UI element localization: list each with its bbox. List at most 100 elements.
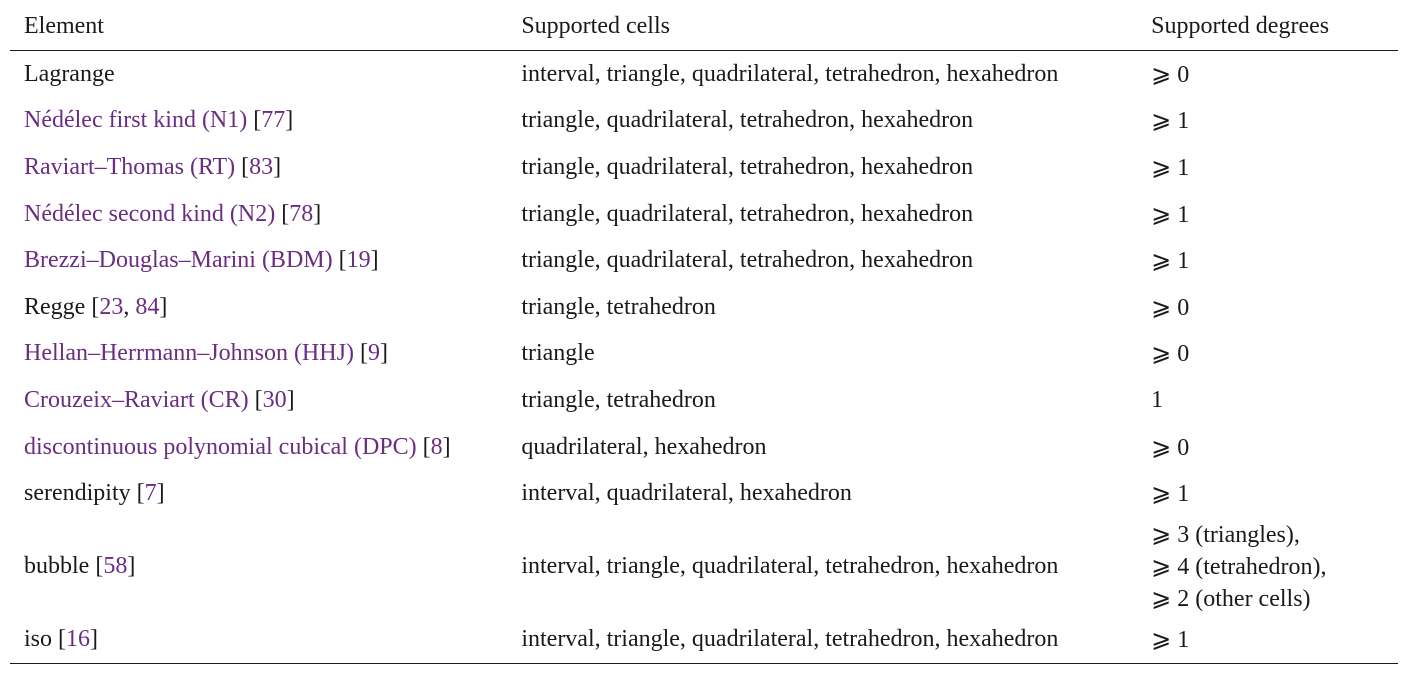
table-header: Element Supported cells Supported degree… xyxy=(10,0,1398,51)
supported-cells-cell: triangle, quadrilateral, tetrahedron, he… xyxy=(521,107,974,134)
degree-value: 1 xyxy=(1151,386,1164,413)
citation-open-bracket: [ xyxy=(281,200,290,227)
supported-cells-cell: interval, triangle, quadrilateral, tetra… xyxy=(521,60,1059,87)
element-name-link[interactable]: Nédélec first kind (N1) xyxy=(24,107,248,134)
citation-close-bracket: ] xyxy=(442,433,451,460)
citation-reference-link[interactable]: 19 xyxy=(346,247,371,274)
citation: [30] xyxy=(255,387,295,413)
citation: [19] xyxy=(339,247,379,273)
element-name-link[interactable]: Crouzeix–Raviart (CR) xyxy=(24,386,249,413)
citation-open-bracket: [ xyxy=(359,340,368,367)
citation-close-bracket: ] xyxy=(286,386,295,413)
citation-close-bracket: ] xyxy=(156,480,165,507)
table-row: iso [16] interval, triangle, quadrilatera… xyxy=(10,616,1398,664)
element-cell: Lagrange xyxy=(10,51,507,98)
citation-reference-link[interactable]: 8 xyxy=(430,433,443,460)
supported-degrees-cell: ⩾ 0 xyxy=(1137,424,1398,471)
citation-reference-link[interactable]: 16 xyxy=(66,626,91,653)
citation-reference-link[interactable]: 7 xyxy=(144,480,157,507)
table-row: Raviart–Thomas (RT) [83] triangle, quadri… xyxy=(10,144,1398,191)
supported-degrees-cell: ⩾ 1 xyxy=(1137,237,1398,284)
header-row: Element Supported cells Supported degree… xyxy=(10,0,1398,51)
element-cell: Nédélec second kind (N2) [78] xyxy=(10,191,507,238)
element-name-link[interactable]: Raviart–Thomas (RT) xyxy=(24,153,236,180)
supported-cells-cell: triangle, quadrilateral, tetrahedron, he… xyxy=(521,247,974,274)
citation-close-bracket: ] xyxy=(379,340,388,367)
element-cell: Brezzi–Douglas–Marini (BDM) [19] xyxy=(10,237,507,284)
degree-value: ⩾ 1 xyxy=(1151,627,1190,654)
citation: [16] xyxy=(58,626,98,652)
table-row: Nédélec second kind (N2) [78] triangle, q… xyxy=(10,191,1398,238)
element-cell: bubble [58] xyxy=(10,517,507,617)
citation-reference-link[interactable]: 9 xyxy=(367,340,380,367)
supported-degrees-cell: ⩾ 1 xyxy=(1137,144,1398,191)
citation-open-bracket: [ xyxy=(241,153,250,180)
element-name: serendipity xyxy=(24,480,131,507)
header-element: Element xyxy=(10,0,508,51)
supported-degrees-cell: ⩾ 0 xyxy=(1137,284,1398,331)
table-row: bubble [58] interval, triangle, quadrilat… xyxy=(10,517,1398,617)
degree-value: ⩾ 1 xyxy=(1151,201,1190,228)
table-row: Nédélec first kind (N1) [77] triangle, qu… xyxy=(10,98,1398,145)
element-name-link[interactable]: Brezzi–Douglas–Marini (BDM) xyxy=(24,247,333,274)
supported-degrees-cell: ⩾ 0 xyxy=(1137,331,1398,378)
citation-reference-link[interactable]: 30 xyxy=(262,386,287,413)
supported-cells-cell: quadrilateral, hexahedron xyxy=(521,433,767,460)
citation-reference-link[interactable]: 23 xyxy=(99,293,124,320)
element-name-link[interactable]: Hellan–Herrmann–Johnson (HHJ) xyxy=(24,340,354,367)
degree-value: ⩾ 1 xyxy=(1151,108,1190,135)
degree-value: ⩾ 0 xyxy=(1151,434,1190,461)
citation-open-bracket: [ xyxy=(58,626,67,653)
degree-value: ⩾ 1 xyxy=(1151,154,1190,181)
citation-open-bracket: [ xyxy=(338,247,347,274)
header-supported-degrees: Supported degrees xyxy=(1137,0,1398,51)
degree-value: ⩾ 0 xyxy=(1151,341,1190,368)
citation: [58] xyxy=(95,553,135,579)
supported-cells-cell: triangle, tetrahedron xyxy=(521,293,716,320)
degree-value: ⩾ 3 (triangles), xyxy=(1151,521,1300,548)
citation: [77] xyxy=(253,107,293,133)
element-name-link[interactable]: Nédélec second kind (N2) xyxy=(24,200,276,227)
citation-reference-link[interactable]: 78 xyxy=(289,200,314,227)
citation-close-bracket: ] xyxy=(127,553,136,580)
table-body: Lagrange interval, triangle, quadrilatera… xyxy=(10,51,1398,664)
element-cell: Crouzeix–Raviart (CR) [30] xyxy=(10,377,507,424)
citation-reference-link[interactable]: 77 xyxy=(261,107,286,134)
element-cell: discontinuous polynomial cubical (DPC) [… xyxy=(10,424,507,471)
supported-degrees-cell: ⩾ 1 xyxy=(1137,191,1398,238)
citation: [78] xyxy=(281,201,321,227)
citation-open-bracket: [ xyxy=(91,293,100,320)
citation-reference-link[interactable]: 83 xyxy=(249,153,274,180)
degree-value: ⩾ 0 xyxy=(1151,294,1190,321)
element-cell: serendipity [7] xyxy=(10,470,507,517)
supported-cells-cell: triangle xyxy=(521,340,595,367)
citation-close-bracket: ] xyxy=(273,153,282,180)
citation-close-bracket: ] xyxy=(285,107,294,134)
element-name: bubble xyxy=(24,553,90,580)
supported-cells-cell: triangle, quadrilateral, tetrahedron, he… xyxy=(521,153,974,180)
table-row: Crouzeix–Raviart (CR) [30] triangle, tetr… xyxy=(10,377,1398,424)
citation-open-bracket: [ xyxy=(253,107,262,134)
citation-open-bracket: [ xyxy=(254,386,263,413)
citation: [9] xyxy=(360,340,388,366)
table-row: Hellan–Herrmann–Johnson (HHJ) [9] triangl… xyxy=(10,331,1398,378)
element-cell: Nédélec first kind (N1) [77] xyxy=(10,98,507,145)
citation: [23, 84] xyxy=(91,293,168,320)
citation-reference-link[interactable]: 84 xyxy=(135,293,160,320)
citation-close-bracket: ] xyxy=(90,626,99,653)
table-row: serendipity [7] interval, quadrilateral, … xyxy=(10,470,1398,517)
supported-degrees-cell: ⩾ 1 xyxy=(1137,616,1398,664)
supported-degrees-cell: ⩾ 3 (triangles), ⩾ 4 (tetrahedron), ⩾ 2 (o… xyxy=(1137,517,1398,617)
citation-close-bracket: ] xyxy=(370,247,379,274)
element-name: Regge xyxy=(24,293,86,320)
table-row: Brezzi–Douglas–Marini (BDM) [19] triangle… xyxy=(10,237,1398,284)
degree-value: ⩾ 1 xyxy=(1151,481,1190,508)
element-name-link[interactable]: discontinuous polynomial cubical (DPC) xyxy=(24,433,417,460)
citation-reference-link[interactable]: 58 xyxy=(103,553,128,580)
header-supported-cells: Supported cells xyxy=(507,0,1138,51)
citation: [83] xyxy=(241,154,281,180)
citation-open-bracket: [ xyxy=(422,433,431,460)
supported-degrees-cell: ⩾ 1 xyxy=(1137,470,1398,517)
supported-cells-cell: triangle, quadrilateral, tetrahedron, he… xyxy=(521,200,974,227)
supported-degrees-cell: 1 xyxy=(1137,377,1398,424)
